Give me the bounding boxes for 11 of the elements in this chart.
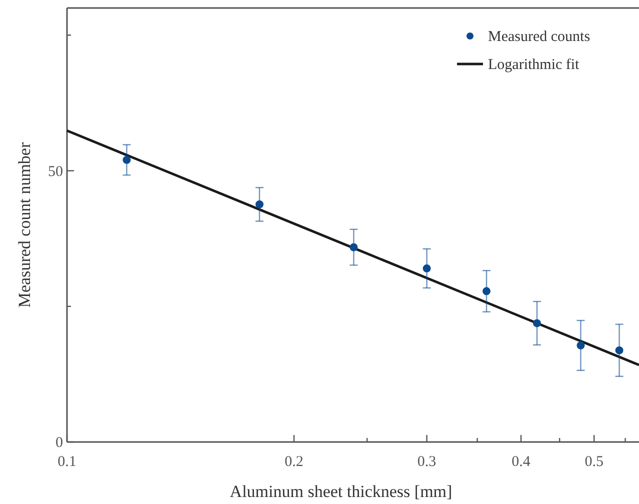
legend-label: Measured counts (488, 29, 590, 45)
x-tick-label: 0.2 (284, 454, 304, 470)
x-tick-label: 0.3 (417, 454, 436, 470)
y-axis-title: Measured count number (15, 142, 34, 308)
x-tick-label: 0.1 (58, 454, 76, 470)
y-tick-label: 0 (56, 435, 63, 451)
y-tick-label: 50 (48, 164, 63, 180)
x-tick-label: 0.5 (584, 454, 604, 470)
legend-label: Logarithmic fit (488, 57, 580, 73)
x-tick-label: 0.4 (512, 454, 531, 470)
x-axis-title: Aluminum sheet thickness [mm] (230, 482, 452, 501)
